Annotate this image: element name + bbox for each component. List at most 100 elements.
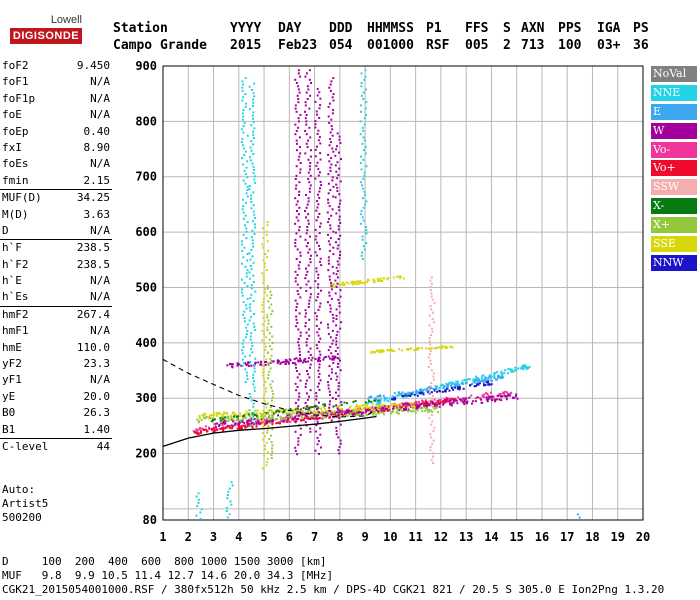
echo-point: [267, 319, 270, 322]
echo-point: [299, 162, 302, 164]
echo-point: [452, 381, 455, 384]
echo-point: [339, 407, 342, 410]
echo-point: [260, 360, 262, 363]
echo-point: [314, 100, 317, 103]
echo-point: [383, 413, 386, 416]
echo-point: [309, 162, 312, 164]
echo-point: [413, 406, 416, 409]
param-row: hmE 110.0: [0, 340, 112, 356]
echo-point: [252, 322, 255, 325]
echo-point: [362, 197, 364, 200]
param-value: N/A: [90, 75, 110, 89]
echo-point: [235, 414, 238, 417]
echo-point: [430, 414, 433, 416]
echo-point: [352, 400, 355, 403]
echo-point: [229, 363, 232, 366]
echo-point: [432, 439, 435, 442]
echo-point: [249, 338, 252, 341]
echo-point: [377, 280, 380, 282]
echo-point: [424, 404, 427, 407]
echo-point: [309, 366, 311, 369]
echo-point: [338, 138, 341, 141]
echo-point: [267, 361, 270, 364]
echo-point: [399, 402, 402, 405]
echo-point: [504, 394, 507, 397]
echo-point: [294, 133, 297, 136]
echo-point: [498, 398, 501, 401]
echo-point: [249, 146, 252, 149]
echo-point: [199, 426, 202, 429]
echo-point: [454, 399, 457, 402]
echo-point: [293, 362, 296, 365]
echo-point: [333, 410, 336, 413]
echo-point: [330, 285, 333, 288]
echo-point: [429, 347, 432, 350]
echo-point: [309, 427, 312, 430]
echo-point: [266, 421, 269, 424]
echo-point: [265, 412, 268, 415]
echo-point: [327, 333, 330, 336]
echo-point: [374, 399, 377, 402]
echo-point: [289, 407, 292, 410]
echo-point: [261, 227, 264, 230]
echo-point: [236, 424, 239, 427]
echo-point: [476, 383, 479, 386]
echo-point: [299, 408, 302, 411]
echo-point: [528, 365, 531, 368]
echo-point: [430, 276, 433, 279]
param-name: hmE: [2, 340, 22, 354]
echo-point: [307, 219, 310, 222]
echo-point: [401, 391, 404, 394]
echo-point: [297, 69, 300, 72]
echo-point: [515, 369, 518, 372]
echo-point: [330, 163, 333, 166]
param-row: yE 20.0: [0, 389, 112, 405]
echo-point: [308, 299, 311, 302]
echo-point: [245, 333, 248, 336]
echo-point: [272, 393, 275, 396]
echo-point: [307, 158, 310, 161]
echo-point: [361, 258, 364, 260]
echo-point: [462, 397, 465, 400]
echo-point: [338, 305, 341, 308]
echo-point: [248, 412, 251, 415]
echo-point: [357, 409, 360, 411]
echo-point: [380, 350, 383, 353]
echo-point: [304, 360, 307, 363]
echo-point: [301, 412, 304, 415]
echo-point: [294, 222, 297, 225]
echo-point: [274, 412, 277, 414]
echo-point: [252, 412, 255, 415]
echo-point: [244, 182, 247, 185]
echo-point: [394, 403, 397, 406]
echo-point: [509, 368, 512, 371]
echo-point: [255, 425, 258, 428]
x-tick-label: 7: [311, 530, 318, 544]
echo-point: [512, 397, 515, 399]
echo-point: [262, 374, 264, 377]
echo-point: [430, 423, 433, 426]
echo-point: [238, 422, 240, 425]
echo-point: [290, 414, 293, 416]
echo-point: [359, 162, 362, 164]
echo-point: [378, 350, 381, 353]
echo-point: [266, 256, 269, 259]
echo-point: [343, 401, 346, 404]
echo-point: [305, 72, 308, 75]
echo-point: [330, 371, 333, 374]
echo-point: [262, 397, 265, 399]
echo-point: [337, 382, 340, 384]
echo-point: [383, 399, 386, 402]
echo-point: [295, 139, 298, 142]
echo-point: [213, 411, 215, 414]
header-label-7: S: [503, 21, 511, 36]
param-row: M(D) 3.63: [0, 207, 112, 223]
echo-point: [360, 155, 362, 158]
echo-point: [263, 393, 266, 396]
echo-point: [496, 376, 499, 379]
echo-point: [209, 417, 212, 420]
header-label-5: P1: [426, 21, 442, 36]
echo-point: [315, 418, 318, 421]
echo-point: [336, 260, 339, 263]
echo-point: [316, 161, 319, 164]
